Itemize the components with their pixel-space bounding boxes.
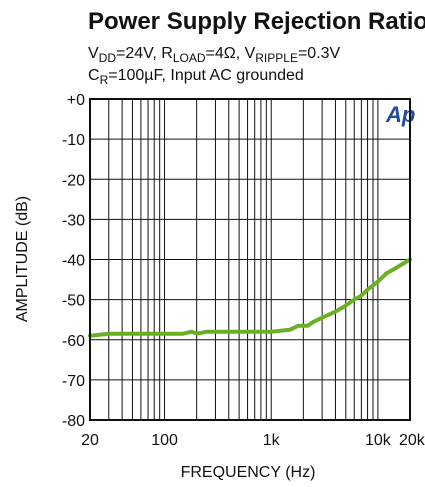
y-tick-label: -40 <box>62 253 85 270</box>
y-tick-label: -30 <box>62 212 85 229</box>
x-tick-label: 1k <box>263 432 281 449</box>
x-axis-label: FREQUENCY (Hz) <box>181 464 316 481</box>
rload-value: =4Ω, <box>205 45 245 62</box>
y-tick-label: -70 <box>62 373 85 390</box>
x-tick-label: 20 <box>81 432 99 449</box>
x-tick-label: 20k <box>399 432 425 449</box>
y-tick-labels: +0 -10 -20 -30 -40 -50 -60 -70 -80 <box>62 92 85 430</box>
rload-subscript: LOAD <box>172 51 206 65</box>
y-tick-label: -10 <box>62 132 85 149</box>
y-tick-label: -60 <box>62 333 85 350</box>
vripple-subscript: RIPPLE <box>255 51 298 65</box>
x-tick-label: 100 <box>151 432 178 449</box>
x-tick-labels: 20 100 1k 10k 20k <box>81 432 425 449</box>
vripple-symbol: V <box>244 45 256 62</box>
psrr-curve <box>88 257 412 338</box>
y-tick-label: -20 <box>62 172 85 189</box>
vdd-subscript: DD <box>98 51 117 65</box>
grid-lines <box>89 98 411 421</box>
vdd-value: =24V, <box>116 45 162 62</box>
cr-subscript: R <box>99 73 109 87</box>
series-lines <box>88 257 412 338</box>
y-tick-label: -80 <box>62 413 85 430</box>
plot-frame <box>89 98 411 421</box>
chart-title: Power Supply Rejection Ratio <box>88 8 425 35</box>
chart-conditions-line1: VDD=24V, RLOAD=4Ω, VRIPPLE=0.3V <box>88 45 341 65</box>
vripple-value: =0.3V <box>297 45 341 62</box>
vdd-symbol: V <box>88 45 99 62</box>
cr-symbol: C <box>88 67 100 84</box>
y-tick-label: -50 <box>62 293 85 310</box>
cr-value: =100µF, Input AC grounded <box>108 67 304 84</box>
rload-symbol: R <box>161 45 173 62</box>
chart-conditions-line2: CR=100µF, Input AC grounded <box>88 67 304 87</box>
x-tick-label: 10k <box>365 432 392 449</box>
y-tick-label: +0 <box>67 92 85 109</box>
y-axis-label: AMPLITUDE (dB) <box>14 196 31 322</box>
